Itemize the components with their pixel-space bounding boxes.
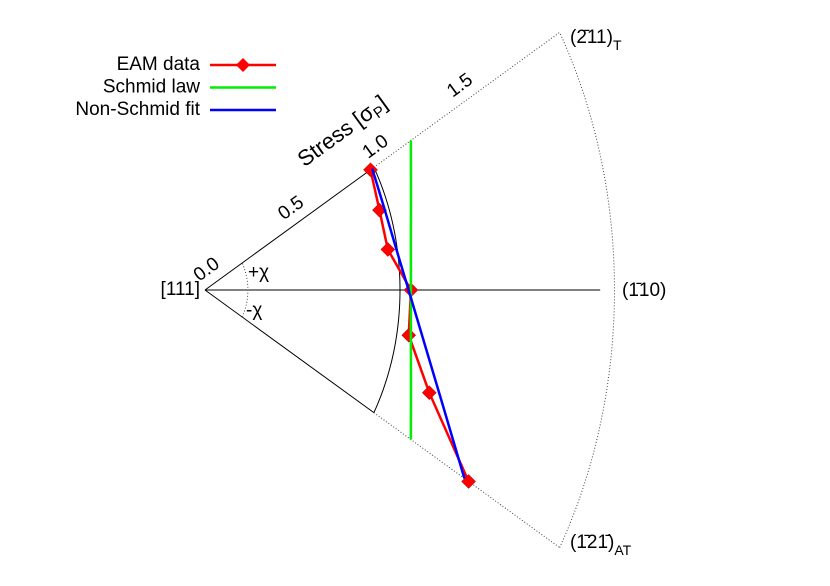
data-marker — [402, 328, 416, 342]
r-title-text: Stress [σ — [292, 99, 378, 171]
direction-text: (2̄11) — [570, 27, 613, 48]
direction-label: (1̄21̄)AT — [570, 532, 632, 558]
r-tick-label: 1.0 — [359, 131, 393, 164]
wedge-edge — [374, 32, 560, 167]
direction-text: (1̄21̄) — [570, 532, 614, 553]
direction-label: (2̄11)T — [570, 27, 622, 53]
legend-marker — [236, 58, 250, 72]
direction-label: (1̄10) — [622, 280, 666, 301]
data-marker — [363, 163, 377, 177]
wedge-edge — [205, 290, 374, 413]
direction-label: [111] — [161, 279, 200, 300]
theta-label: +χ — [248, 262, 269, 283]
direction-sub: T — [613, 37, 622, 53]
legend-label: Non-Schmid fit — [75, 99, 200, 120]
data-marker — [381, 242, 395, 256]
r-tick-label: 0.5 — [274, 192, 308, 225]
direction-sub: AT — [614, 542, 631, 558]
legend-label: Schmid law — [103, 77, 200, 98]
data-marker — [422, 386, 436, 400]
wedge-edge — [205, 167, 374, 290]
theta-label: -χ — [246, 300, 262, 321]
series-line — [372, 169, 464, 479]
r-tick-label: 1.5 — [443, 69, 477, 102]
legend-label: EAM data — [117, 54, 201, 75]
